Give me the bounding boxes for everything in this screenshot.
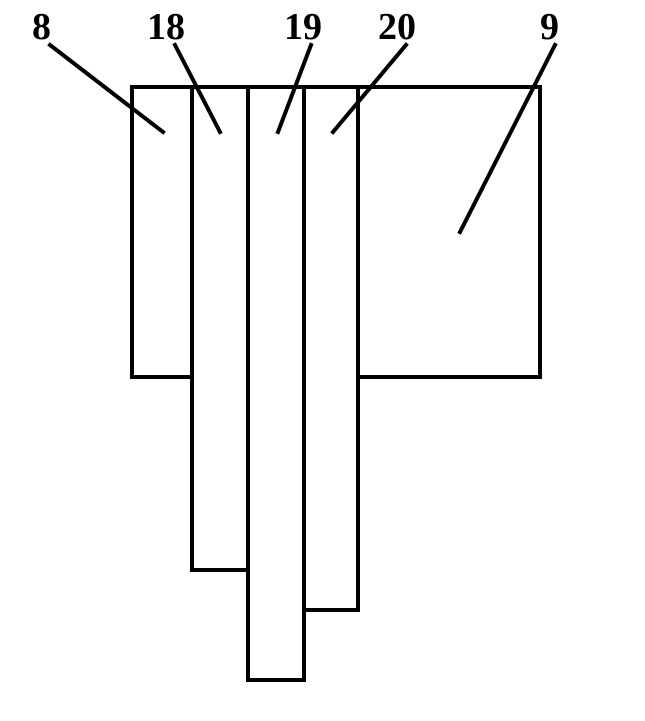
diagram-stage: 8 18 19 20 9 (0, 0, 645, 721)
label-8: 8 (32, 5, 51, 49)
diagram-svg (0, 0, 645, 721)
label-20: 20 (378, 5, 416, 49)
label-18: 18 (147, 5, 185, 49)
label-9: 9 (540, 5, 559, 49)
label-19: 19 (284, 5, 322, 49)
